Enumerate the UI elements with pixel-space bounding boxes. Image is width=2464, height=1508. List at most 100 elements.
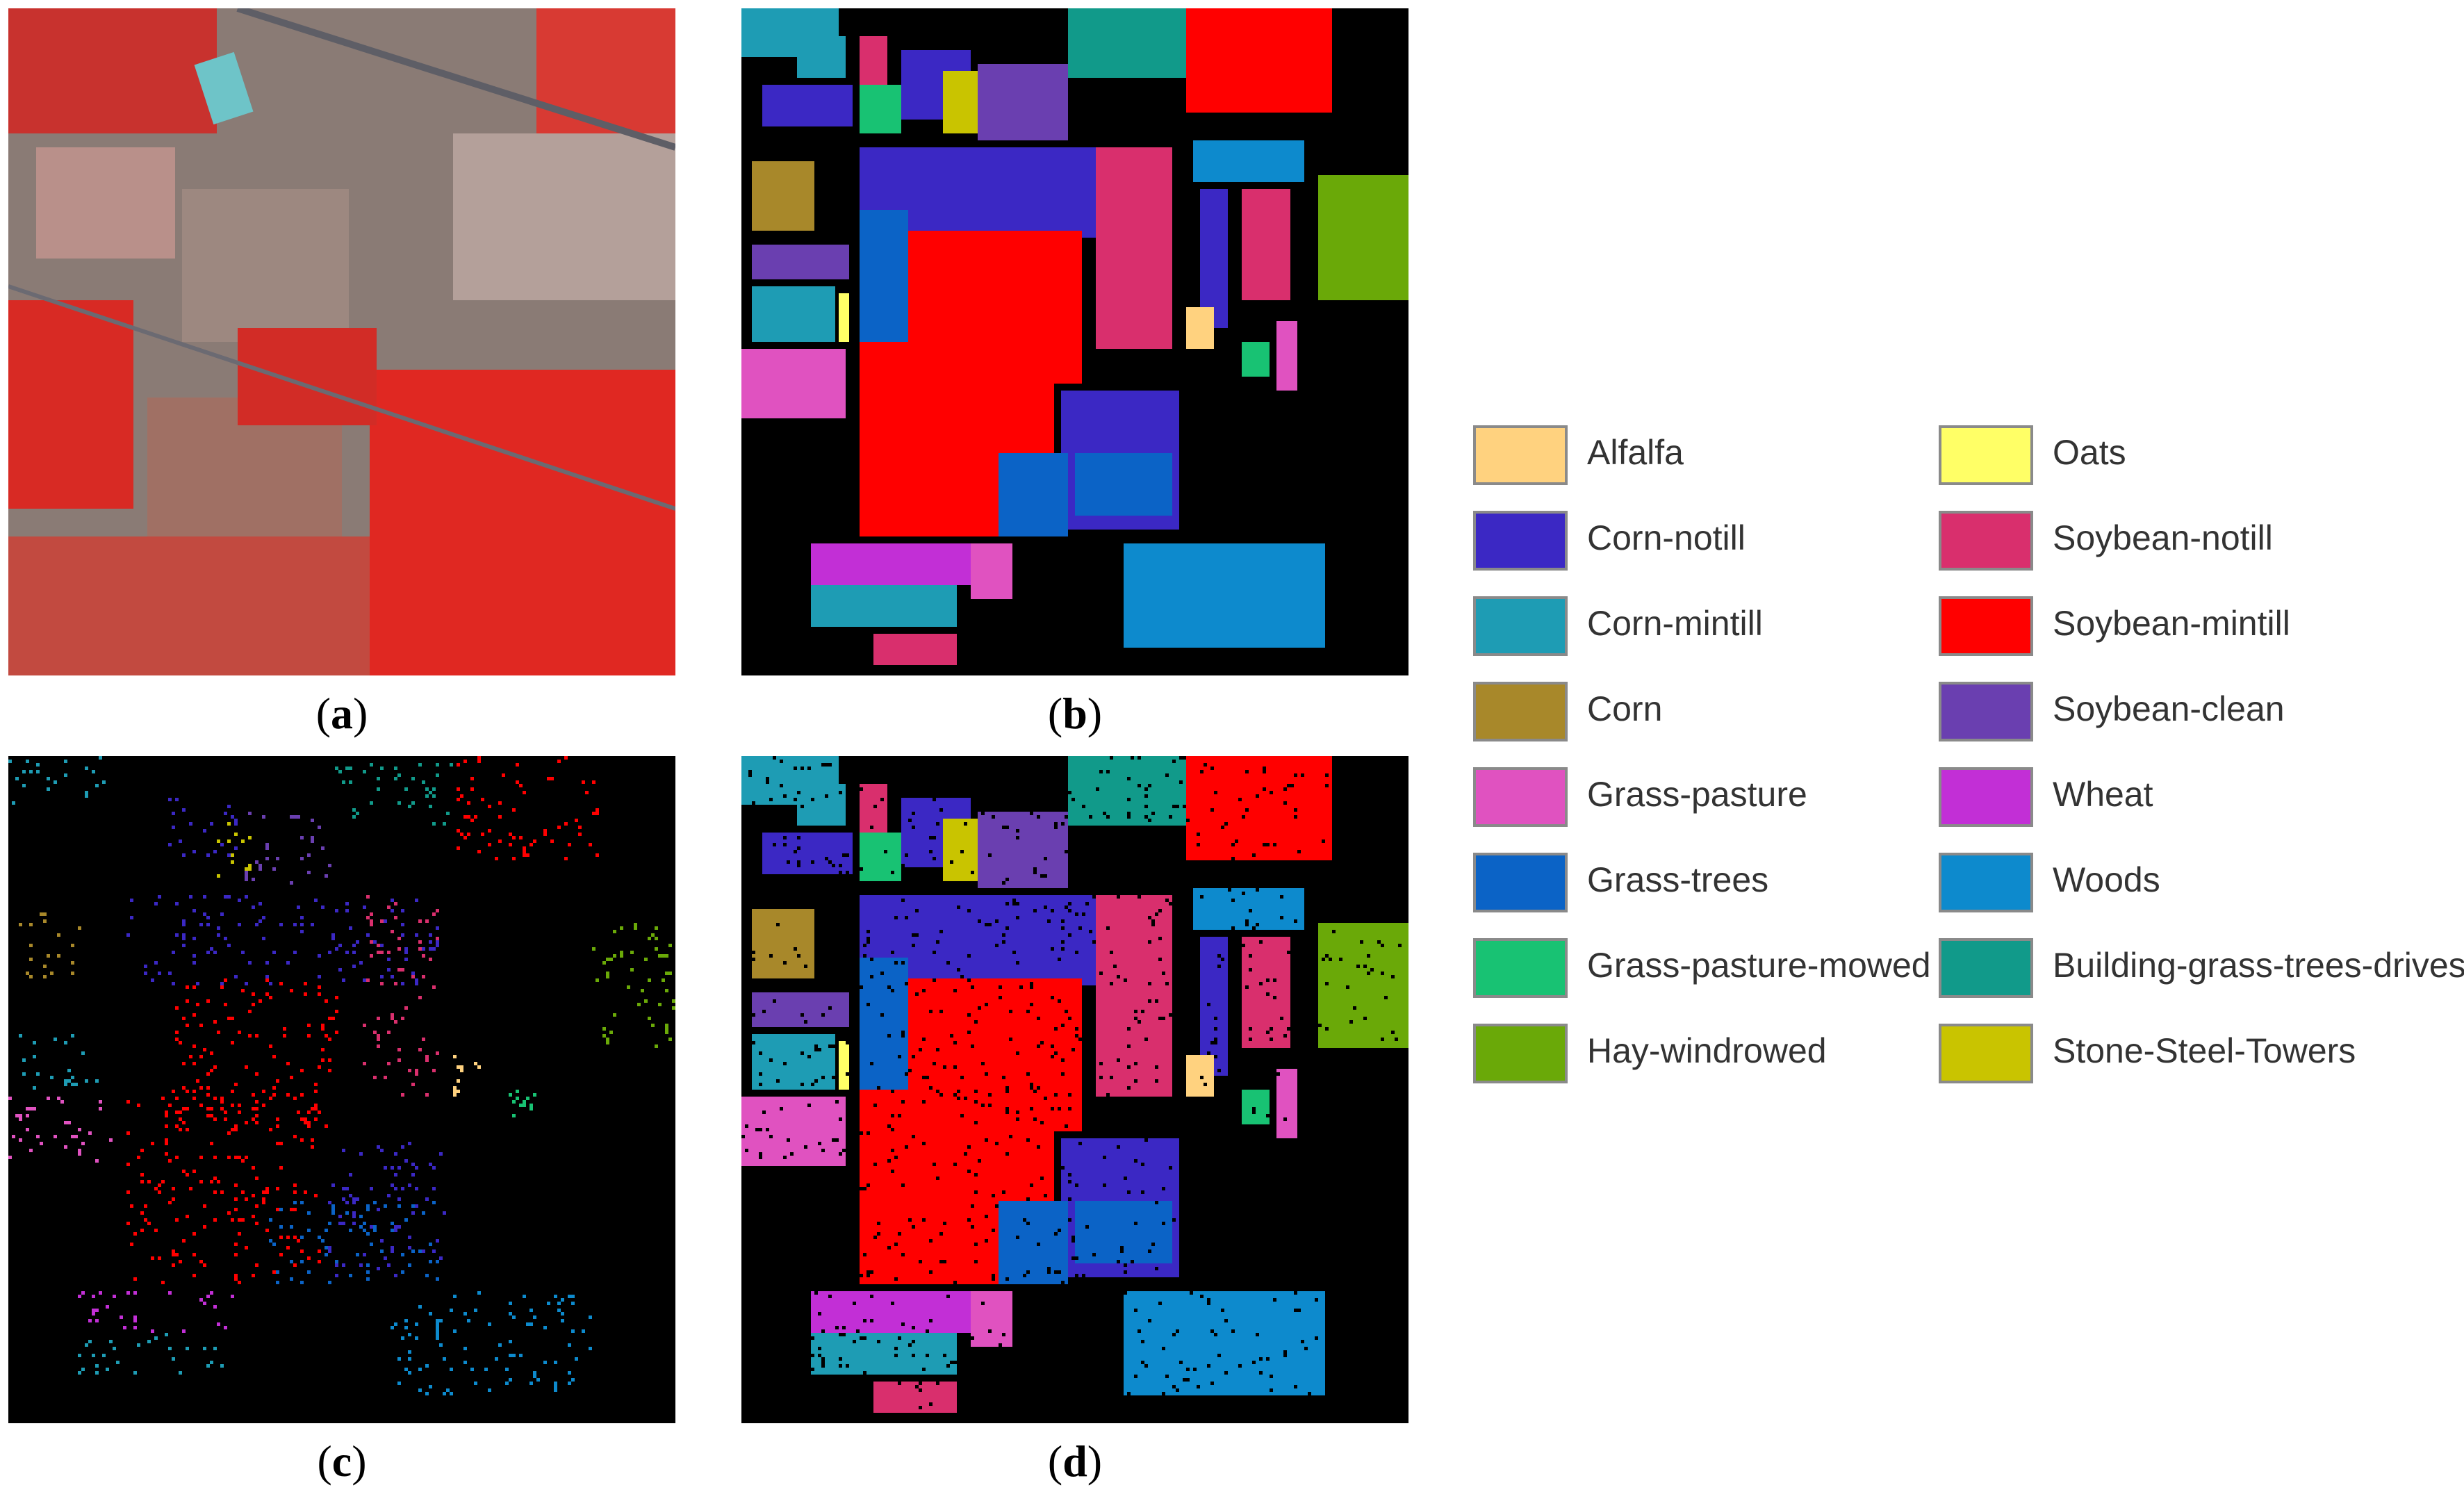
classification-noise-pixel — [1117, 1260, 1120, 1263]
classification-noise-pixel — [1082, 1076, 1085, 1079]
training-sample-pixel — [36, 1135, 40, 1138]
classification-noise-pixel — [1214, 1038, 1217, 1041]
training-sample-pixel — [269, 1239, 272, 1243]
classification-noise-pixel — [1235, 1177, 1238, 1180]
training-sample-pixel — [262, 1090, 265, 1093]
classification-noise-pixel — [877, 1086, 880, 1090]
training-sample-pixel — [477, 756, 481, 760]
training-sample-pixel — [172, 812, 175, 815]
classification-noise-pixel — [1033, 871, 1037, 874]
training-sample-pixel — [335, 909, 338, 912]
classification-noise-pixel — [992, 815, 995, 819]
classification-noise-pixel — [825, 888, 828, 892]
classification-noise-pixel — [1172, 1385, 1176, 1388]
training-sample-pixel — [380, 1149, 384, 1152]
classification-noise-pixel — [985, 1138, 988, 1142]
classification-noise-pixel — [1228, 940, 1231, 944]
classification-noise-pixel — [1068, 1131, 1071, 1135]
training-sample-pixel — [102, 1354, 106, 1357]
training-sample-pixel — [33, 1055, 36, 1058]
classification-noise-pixel — [1165, 982, 1169, 985]
classification-noise-pixel — [1144, 815, 1148, 819]
training-sample-pixel — [380, 767, 384, 770]
classification-noise-pixel — [804, 1177, 807, 1180]
training-sample-pixel — [300, 1069, 304, 1072]
classification-noise-pixel — [1002, 826, 1005, 829]
classification-noise-pixel — [818, 1031, 821, 1034]
classification-noise-pixel — [1217, 1069, 1221, 1072]
classification-noise-pixel — [1322, 1232, 1325, 1236]
classification-noise-pixel — [794, 850, 797, 853]
classification-noise-pixel — [1283, 787, 1287, 791]
training-sample-pixel — [328, 1249, 331, 1253]
training-sample-pixel — [203, 1048, 206, 1051]
training-sample-pixel — [99, 1100, 102, 1104]
training-sample-pixel — [509, 1312, 512, 1316]
training-sample-pixel — [29, 975, 33, 978]
classification-noise-pixel — [1023, 1350, 1026, 1354]
training-sample-pixel — [571, 1302, 575, 1305]
training-sample-pixel — [627, 985, 630, 989]
classification-noise-pixel — [794, 1350, 797, 1354]
classification-noise-pixel — [1127, 1027, 1131, 1031]
classification-noise-pixel — [1381, 1038, 1384, 1041]
classification-noise-pixel — [1283, 1034, 1287, 1038]
classification-noise-pixel — [814, 916, 818, 919]
training-sample-pixel — [314, 1194, 318, 1197]
training-sample-pixel — [411, 777, 415, 780]
training-sample-pixel — [370, 940, 373, 944]
training-sample-pixel — [366, 1277, 370, 1281]
classification-noise-pixel — [912, 767, 915, 770]
training-sample-pixel — [404, 1006, 408, 1010]
classification-noise-pixel — [1144, 1138, 1148, 1142]
classification-noise-pixel — [842, 1149, 846, 1152]
training-sample-pixel — [85, 1079, 88, 1083]
classification-noise-pixel — [1342, 1378, 1346, 1382]
classification-noise-pixel — [787, 1138, 790, 1142]
classification-noise-pixel — [1200, 1100, 1204, 1104]
training-sample-pixel — [231, 815, 234, 819]
training-sample-pixel — [241, 839, 245, 843]
training-sample-pixel — [543, 829, 547, 833]
training-sample-pixel — [95, 1079, 99, 1083]
classification-noise-pixel — [1339, 1104, 1342, 1107]
classification-noise-pixel — [873, 1236, 877, 1239]
training-sample-pixel — [425, 1364, 429, 1368]
classification-noise-pixel — [825, 1229, 828, 1232]
training-sample-pixel — [481, 798, 484, 801]
classification-noise-pixel — [1186, 1166, 1190, 1170]
training-sample-pixel — [199, 1298, 203, 1302]
classification-noise-pixel — [1235, 839, 1238, 843]
training-sample-pixel — [227, 805, 231, 808]
training-sample-pixel — [356, 1197, 359, 1201]
classification-noise-pixel — [1030, 985, 1033, 989]
training-sample-pixel — [231, 1041, 234, 1044]
training-sample-pixel — [477, 850, 481, 853]
classification-noise-pixel — [1137, 895, 1141, 899]
classification-noise-pixel — [1134, 1079, 1137, 1083]
classification-noise-pixel — [752, 878, 755, 881]
classification-noise-pixel — [915, 878, 919, 881]
classification-noise-pixel — [853, 780, 856, 784]
classification-noise-pixel — [846, 1152, 849, 1156]
training-sample-pixel — [523, 1100, 526, 1104]
training-sample-pixel — [509, 843, 512, 846]
classification-noise-pixel — [860, 1131, 863, 1135]
training-sample-pixel — [377, 1034, 380, 1038]
training-sample-pixel — [210, 1069, 213, 1072]
classification-noise-pixel — [950, 860, 953, 864]
classification-noise-pixel — [780, 784, 783, 787]
training-sample-pixel — [557, 1309, 561, 1312]
classification-noise-pixel — [794, 798, 797, 801]
classification-noise-pixel — [1117, 1371, 1120, 1375]
classification-noise-pixel — [1242, 815, 1245, 819]
classification-noise-pixel — [1266, 1031, 1270, 1034]
training-sample-pixel — [415, 1166, 418, 1170]
classification-noise-pixel — [1294, 1291, 1297, 1295]
classification-noise-pixel — [1054, 1051, 1058, 1055]
training-sample-pixel — [318, 1065, 321, 1069]
classification-noise-pixel — [1120, 881, 1124, 885]
classification-noise-pixel — [1071, 1277, 1075, 1281]
training-sample-pixel — [67, 1079, 71, 1083]
classification-noise-pixel — [1023, 798, 1026, 801]
